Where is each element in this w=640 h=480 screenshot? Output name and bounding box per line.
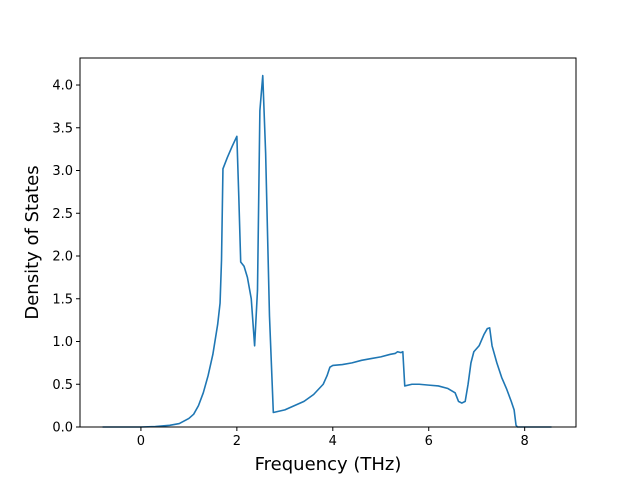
x-tick-label: 6 xyxy=(425,434,433,449)
y-tick-label: 1.0 xyxy=(52,335,73,350)
x-tick-label: 2 xyxy=(233,434,241,449)
y-tick-label: 2.5 xyxy=(52,207,73,222)
y-tick-label: 4.0 xyxy=(52,79,73,94)
y-tick-label: 3.5 xyxy=(52,121,73,136)
x-axis-label: Frequency (THz) xyxy=(255,454,402,475)
y-tick-label: 0.0 xyxy=(52,421,73,436)
y-tick-label: 0.5 xyxy=(52,378,73,393)
x-tick-label: 4 xyxy=(329,434,337,449)
x-tick-label: 0 xyxy=(137,434,145,449)
y-axis-label: Density of States xyxy=(22,165,43,319)
plot-area xyxy=(102,74,552,428)
axes-frame xyxy=(79,57,577,428)
line-series xyxy=(102,74,552,428)
y-tick-label: 3.0 xyxy=(52,164,73,179)
y-tick-label: 1.5 xyxy=(52,292,73,307)
y-tick-label: 2.0 xyxy=(52,250,73,265)
x-tick-label: 8 xyxy=(521,434,529,449)
